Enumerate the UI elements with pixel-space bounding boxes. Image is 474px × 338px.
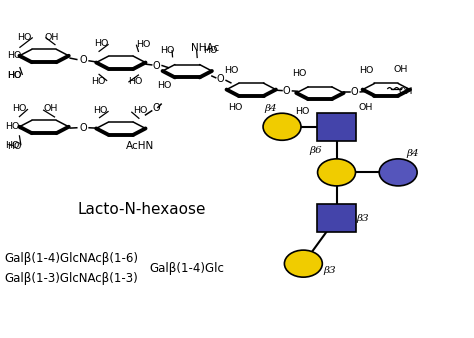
Text: Galβ(1-3)GlcNAcβ(1-3): Galβ(1-3)GlcNAcβ(1-3) xyxy=(5,272,138,285)
Text: O: O xyxy=(217,74,224,84)
Circle shape xyxy=(318,159,356,186)
Text: Galβ(1-4)GlcNAcβ(1-6): Galβ(1-4)GlcNAcβ(1-6) xyxy=(5,252,139,265)
Text: HO: HO xyxy=(94,40,108,48)
Text: HO: HO xyxy=(292,69,307,78)
Text: β6: β6 xyxy=(309,146,321,155)
Text: HO: HO xyxy=(7,71,21,79)
Text: β4: β4 xyxy=(264,104,276,113)
Text: O: O xyxy=(283,86,291,96)
Text: HO: HO xyxy=(12,104,26,113)
Text: HO: HO xyxy=(137,40,151,49)
Circle shape xyxy=(284,250,322,277)
Text: HO: HO xyxy=(91,77,105,86)
Text: HO: HO xyxy=(7,51,21,60)
Text: O: O xyxy=(79,123,87,133)
Text: O: O xyxy=(351,87,358,97)
Text: Lacto-N-hexaose: Lacto-N-hexaose xyxy=(78,202,207,217)
Text: HO: HO xyxy=(128,77,142,86)
Text: HO: HO xyxy=(157,81,172,90)
Text: AcHN: AcHN xyxy=(126,141,155,151)
Text: HO: HO xyxy=(295,107,310,116)
Text: HO: HO xyxy=(7,142,21,150)
Text: OH: OH xyxy=(359,103,373,112)
Text: β4: β4 xyxy=(406,149,419,158)
Text: OH: OH xyxy=(399,87,413,96)
Text: HO: HO xyxy=(133,106,147,115)
Bar xyxy=(317,204,356,232)
Text: O: O xyxy=(153,61,160,71)
Circle shape xyxy=(263,113,301,140)
Circle shape xyxy=(379,159,417,186)
Text: HO: HO xyxy=(93,106,108,115)
Text: β3: β3 xyxy=(323,266,336,275)
Text: HO: HO xyxy=(224,66,238,75)
Text: O: O xyxy=(153,103,160,113)
Text: OH: OH xyxy=(45,33,59,42)
Text: HO: HO xyxy=(5,141,19,150)
Text: HO: HO xyxy=(228,103,242,112)
Text: NHAc: NHAc xyxy=(191,43,219,53)
Text: HO: HO xyxy=(359,66,373,75)
Text: HO: HO xyxy=(7,71,21,79)
Text: HO: HO xyxy=(203,46,217,55)
Text: O: O xyxy=(79,55,87,65)
Text: HO: HO xyxy=(160,46,174,54)
Bar xyxy=(317,113,356,141)
Text: OH: OH xyxy=(393,65,408,74)
Text: OH: OH xyxy=(43,104,57,113)
Text: HO: HO xyxy=(18,33,32,42)
Text: β3: β3 xyxy=(356,214,369,222)
Text: Galβ(1-4)Glc: Galβ(1-4)Glc xyxy=(149,262,224,275)
Text: HO: HO xyxy=(5,122,19,131)
